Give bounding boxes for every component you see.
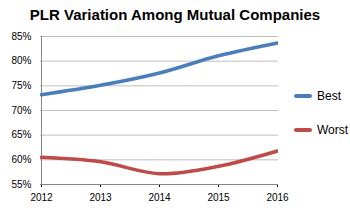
svg-text:60%: 60% [11, 154, 31, 165]
html-text:Worst: Worst [317, 123, 349, 137]
svg-text:2014: 2014 [148, 192, 171, 203]
svg-text:2016: 2016 [266, 192, 289, 203]
html-text:PLR Variation Among Mutual Com: PLR Variation Among Mutual Companies [29, 6, 321, 23]
svg-text:65%: 65% [11, 129, 31, 140]
svg-text:55%: 55% [11, 179, 31, 190]
svg-text:85%: 85% [11, 31, 31, 42]
svg-text:70%: 70% [11, 105, 31, 116]
svg-text:80%: 80% [11, 55, 31, 66]
svg-text:75%: 75% [11, 80, 31, 91]
svg-text:2015: 2015 [207, 192, 230, 203]
svg-text:2012: 2012 [30, 192, 53, 203]
svg-text:2013: 2013 [89, 192, 112, 203]
html-text:Best: Best [317, 89, 341, 103]
